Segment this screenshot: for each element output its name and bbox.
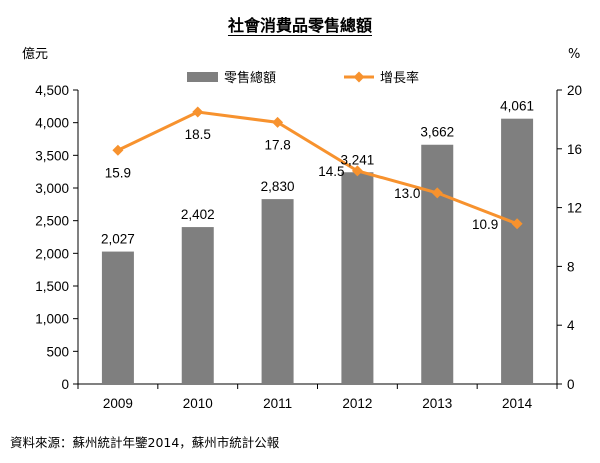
x-tick-label: 2012 [342,396,372,411]
growth-point [192,106,204,118]
bar [501,118,534,384]
bar-value-label: 2,402 [181,207,215,222]
y-left-tick-label: 3,500 [35,148,69,163]
line-series [112,106,523,230]
y-left-tick-label: 3,000 [35,181,69,196]
x-tick-label: 2009 [103,396,133,411]
y-right-unit: % [568,47,580,62]
bar-value-label: 2,027 [101,232,135,247]
growth-line [117,110,518,226]
bar-series [101,118,534,384]
bar [261,199,294,384]
growth-value-label: 15.9 [105,165,131,180]
legend-label-bars: 零售總額 [224,70,276,86]
legend-swatch-bars [187,72,218,82]
bar [341,172,374,384]
legend-swatch-marker [353,71,365,83]
legend-label-line: 增長率 [380,70,419,86]
bar [101,251,134,384]
x-tick-label: 2011 [263,396,292,411]
bar-value-label: 3,241 [341,152,375,167]
y-left-unit: 億元 [22,46,48,62]
chart-title: 社會消費品零售總額 [227,16,372,35]
legend: 零售總額 增長率 [187,70,419,86]
bar [181,227,214,384]
bar-value-label: 2,830 [261,179,295,194]
y-right-tick-label: 0 [567,377,575,392]
source-note: 資料來源：蘇州統計年鑒2014，蘇州市統計公報 [10,435,280,450]
x-tick-label: 2013 [422,396,452,411]
growth-point [351,165,363,177]
growth-point [272,116,284,128]
bar [421,144,454,384]
y-left-tick-label: 0 [61,377,69,392]
growth-value-label: 17.8 [264,137,290,152]
axes: 0 500 1,000 1,500 2,000 2,500 3,000 3,500 4,000 4… [22,46,582,411]
growth-value-label: 18.5 [185,127,211,142]
y-left-tick-label: 500 [46,344,69,359]
bar-value-label: 4,061 [500,99,534,114]
growth-value-label: 13.0 [394,186,420,201]
y-left-tick-label: 2,500 [35,214,69,229]
x-tick-label: 2010 [183,396,213,411]
growth-point [511,218,523,230]
growth-value-label: 10.9 [472,217,498,232]
y-right-tick-label: 20 [567,83,582,98]
data-labels: 2,027 2,402 2,830 3,241 3,662 4,061 15.9 18.5 17… [101,99,534,247]
y-right-tick-label: 4 [567,318,575,333]
y-right-tick-label: 8 [567,259,575,274]
growth-point [431,187,443,199]
y-left-tick-label: 4,500 [35,83,69,98]
y-right-tick-label: 16 [567,142,582,157]
y-left-tick-label: 4,000 [35,116,69,131]
y-right-tick-label: 12 [567,201,582,216]
bar-value-label: 3,662 [420,125,454,140]
growth-point [112,144,124,156]
growth-value-label: 14.5 [318,164,344,179]
y-left-tick-label: 1,000 [35,312,69,327]
x-tick-label: 2014 [502,396,533,411]
y-left-tick-label: 1,500 [35,279,69,294]
y-left-tick-label: 2,000 [35,246,69,261]
